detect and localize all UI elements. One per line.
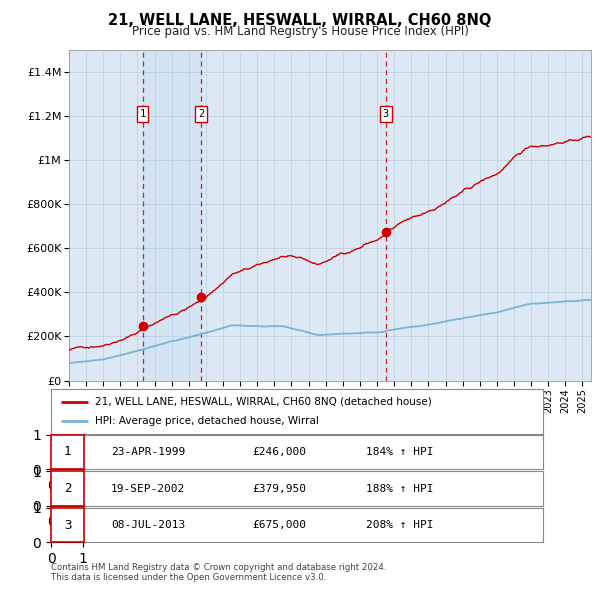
Text: 2: 2 bbox=[64, 482, 71, 495]
Text: 08-JUL-2013: 08-JUL-2013 bbox=[111, 520, 185, 530]
Text: 208% ↑ HPI: 208% ↑ HPI bbox=[366, 520, 433, 530]
Text: 3: 3 bbox=[383, 109, 389, 119]
Text: 23-APR-1999: 23-APR-1999 bbox=[111, 447, 185, 457]
Text: 2: 2 bbox=[198, 109, 204, 119]
Text: 3: 3 bbox=[64, 519, 71, 532]
Text: 1: 1 bbox=[64, 445, 71, 458]
Text: £246,000: £246,000 bbox=[252, 447, 306, 457]
Bar bbox=[143, 50, 201, 381]
Text: 184% ↑ HPI: 184% ↑ HPI bbox=[366, 447, 433, 457]
Text: Price paid vs. HM Land Registry's House Price Index (HPI): Price paid vs. HM Land Registry's House … bbox=[131, 25, 469, 38]
Text: 19-SEP-2002: 19-SEP-2002 bbox=[111, 484, 185, 493]
Text: 1: 1 bbox=[140, 109, 146, 119]
Text: Contains HM Land Registry data © Crown copyright and database right 2024.
This d: Contains HM Land Registry data © Crown c… bbox=[51, 563, 386, 582]
Text: £379,950: £379,950 bbox=[252, 484, 306, 493]
Text: HPI: Average price, detached house, Wirral: HPI: Average price, detached house, Wirr… bbox=[95, 417, 319, 426]
Text: £675,000: £675,000 bbox=[252, 520, 306, 530]
Text: 21, WELL LANE, HESWALL, WIRRAL, CH60 8NQ (detached house): 21, WELL LANE, HESWALL, WIRRAL, CH60 8NQ… bbox=[95, 397, 432, 407]
Text: 188% ↑ HPI: 188% ↑ HPI bbox=[366, 484, 433, 493]
Text: 21, WELL LANE, HESWALL, WIRRAL, CH60 8NQ: 21, WELL LANE, HESWALL, WIRRAL, CH60 8NQ bbox=[109, 13, 491, 28]
